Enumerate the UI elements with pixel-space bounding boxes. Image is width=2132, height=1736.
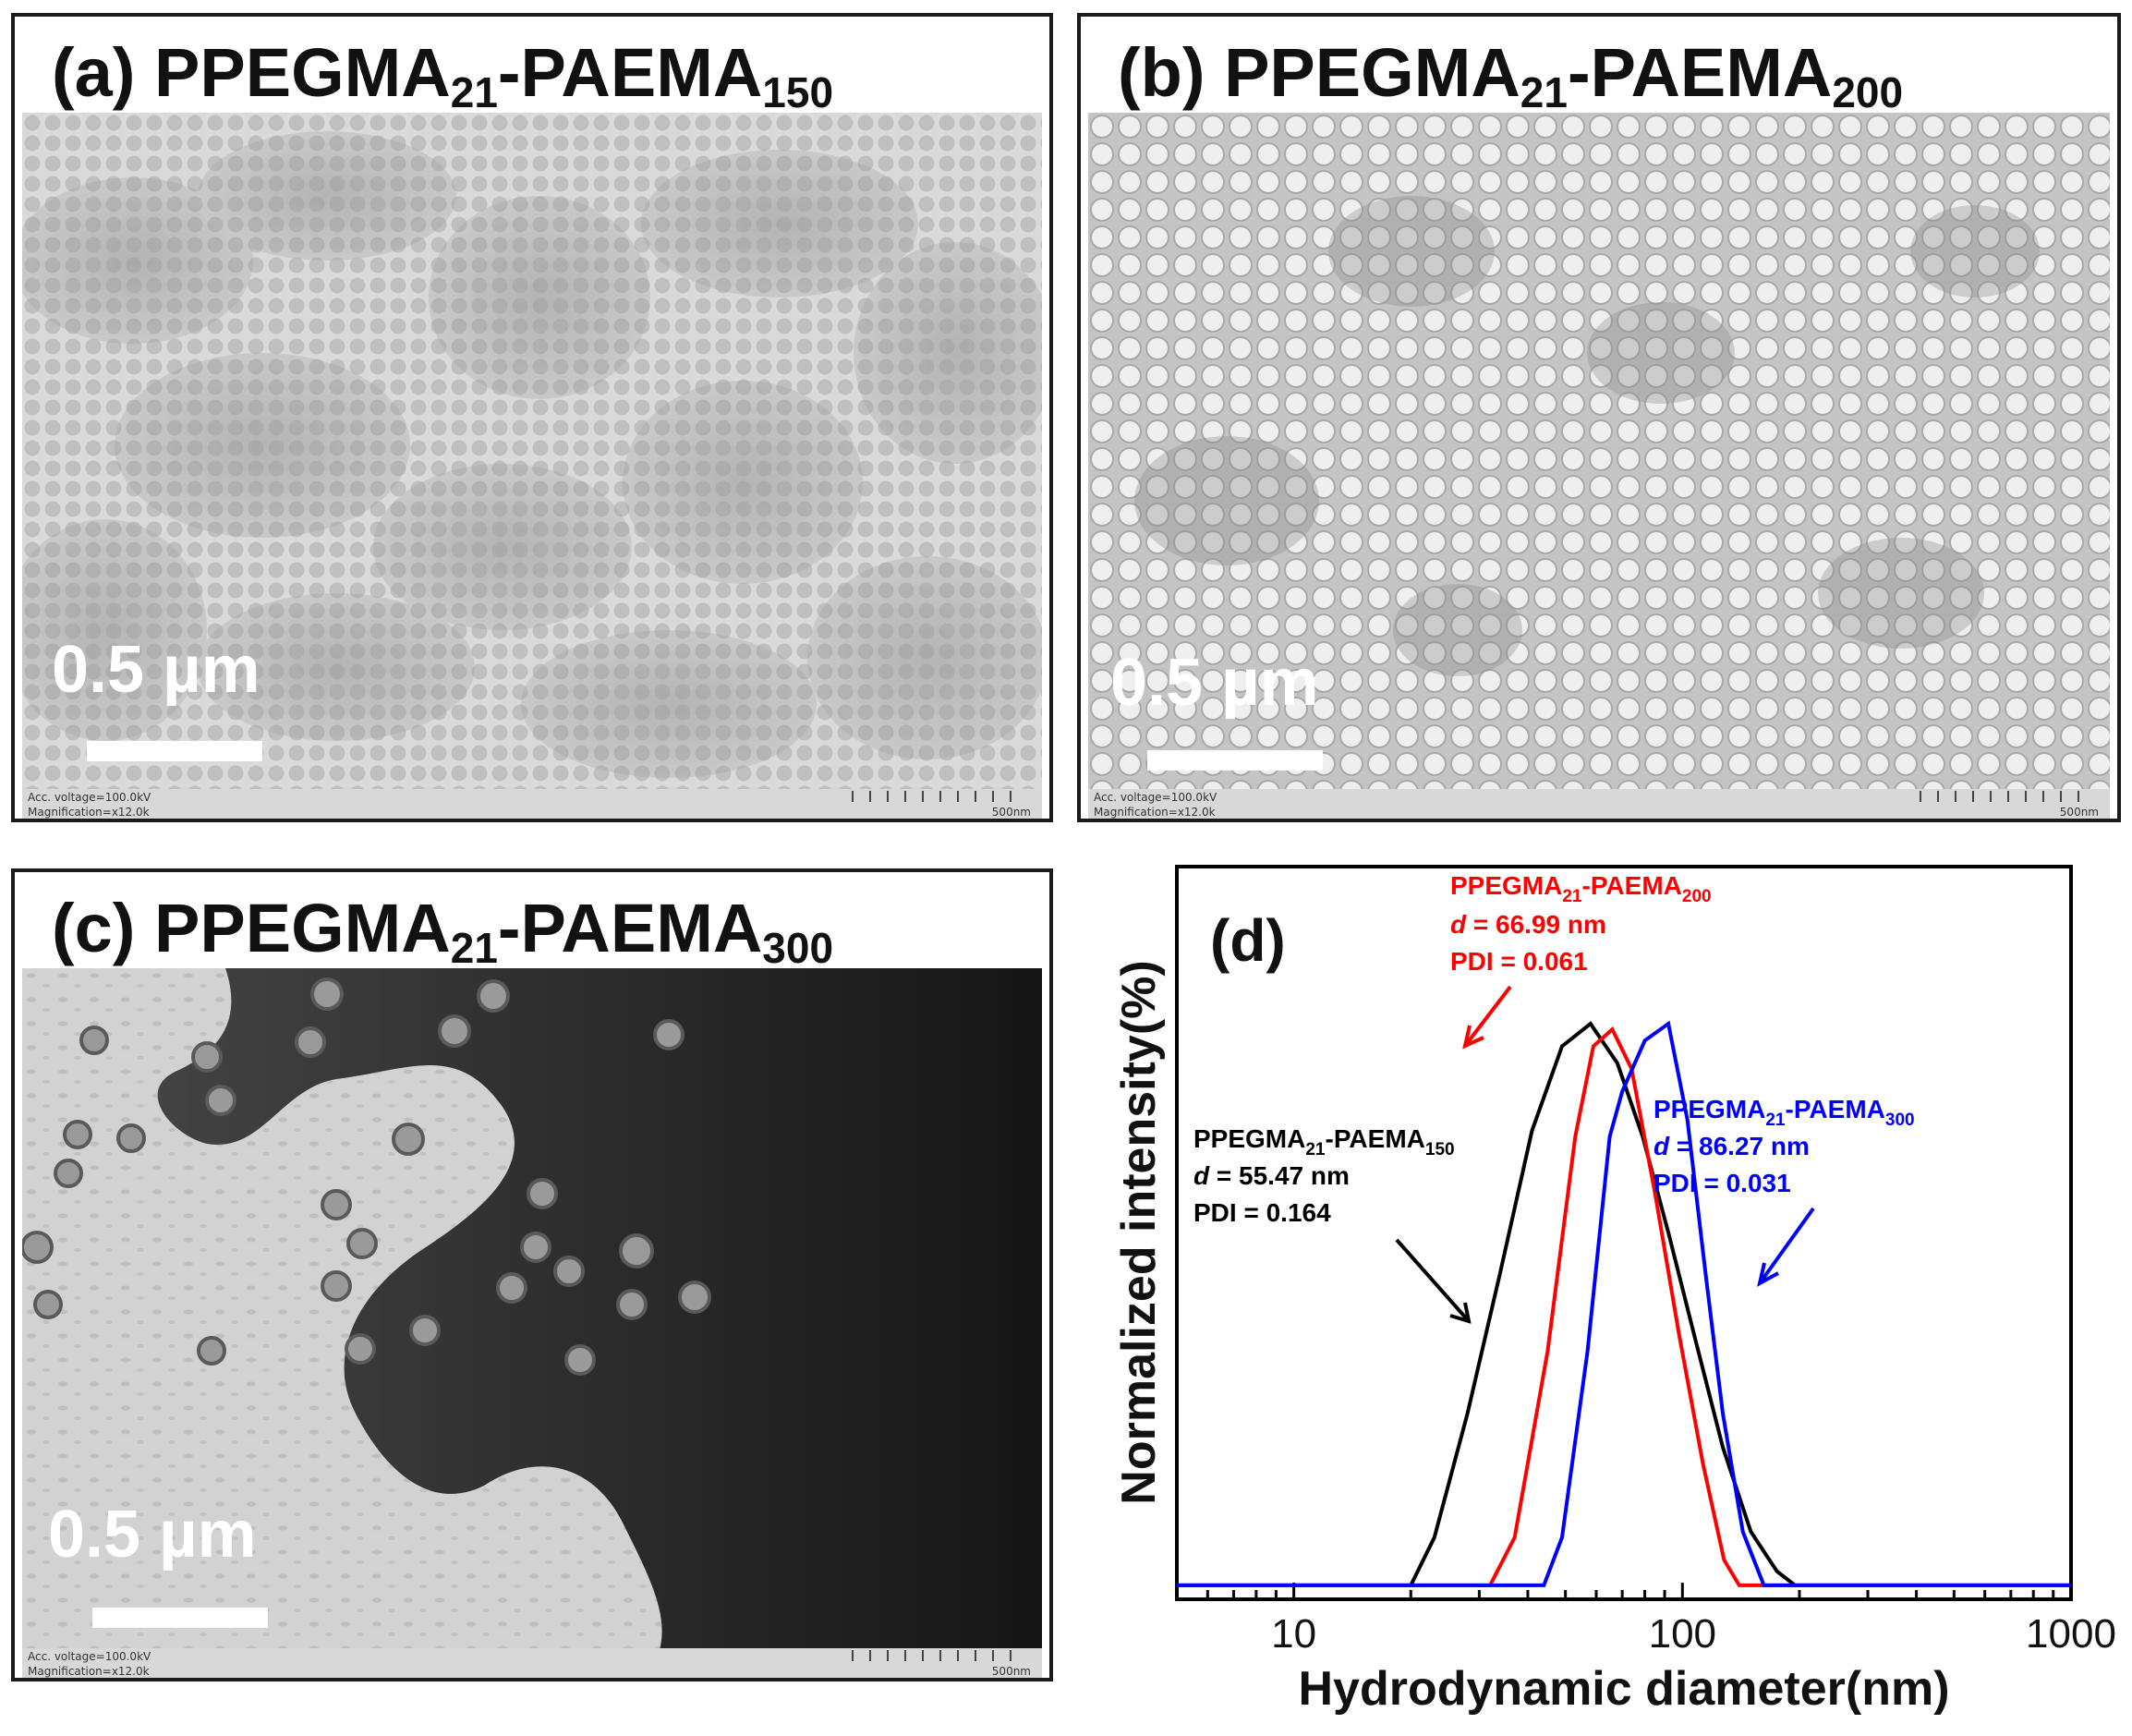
panel-d-chart: (d) 10 100 1000 Hydrodynamic diameter(nm) … — [1112, 865, 2116, 1716]
panel-c: (c) PPEGMA21-PAEMA300 0.5 µm Ac — [11, 868, 1053, 1681]
series-d-150: d = 55.47 nm — [1193, 1161, 1350, 1190]
info-strip-b: Acc. voltage=100.0kV Magnification=x12.0… — [1088, 789, 2110, 819]
panel-d-label: (d) — [1210, 907, 1286, 974]
panel-a-title: (a) PPEGMA21-PAEMA150 — [52, 34, 834, 116]
plot-frame — [1175, 865, 2073, 1601]
panel-b-title: (b) PPEGMA21-PAEMA200 — [1118, 34, 1904, 116]
x-tick-label: 1000 — [2026, 1611, 2116, 1657]
x-axis-label: Hydrodynamic diameter(nm) — [1298, 1662, 1949, 1716]
series-label-200: PPEGMA21-PAEMA200 — [1450, 871, 1712, 906]
series-line-200 — [1177, 1026, 2071, 1587]
series-label-150: PPEGMA21-PAEMA150 — [1193, 1124, 1455, 1159]
x-tick-label: 10 — [1271, 1611, 1316, 1657]
tem-image-a — [22, 113, 1042, 791]
series-line-300 — [1177, 1020, 2071, 1587]
scale-bar-b — [1147, 750, 1323, 771]
panel-c-title: (c) PPEGMA21-PAEMA300 — [52, 890, 834, 972]
series-pdi-150: PDI = 0.164 — [1193, 1198, 1331, 1227]
tem-image-c — [22, 968, 1042, 1650]
tem-image-b — [1088, 113, 2110, 791]
panel-b: (b) PPEGMA21-PAEMA200 0.5 µm Acc. voltag… — [1077, 13, 2121, 822]
scale-bar-a — [87, 741, 262, 761]
scale-bar-c — [92, 1608, 268, 1628]
series-d-200: d = 66.99 nm — [1450, 910, 1606, 939]
series-pdi-200: PDI = 0.061 — [1450, 947, 1588, 976]
series-line-150 — [1177, 1021, 2071, 1587]
arrow-300 — [1757, 1207, 1815, 1287]
x-axis-tick-labels: 10 100 1000 — [1271, 1611, 2116, 1657]
info-strip-c: Acc. voltage=100.0kV Magnification=x12.0… — [22, 1648, 1042, 1678]
x-tick-label: 100 — [1649, 1611, 1716, 1657]
panel-a: (a) PPEGMA21-PAEMA150 0.5 µm Acc. voltag… — [11, 13, 1053, 822]
y-axis-label: Normalized intensity(%) — [1112, 960, 1166, 1504]
series-pdi-300: PDI = 0.031 — [1654, 1169, 1791, 1197]
series-lines — [1177, 1020, 2071, 1587]
series-label-300: PPEGMA21-PAEMA300 — [1654, 1095, 1915, 1130]
scale-label-b: 0.5 µm — [1110, 646, 1319, 720]
scale-label-a: 0.5 µm — [52, 633, 260, 707]
arrow-200 — [1462, 985, 1512, 1050]
arrow-150 — [1395, 1238, 1472, 1324]
series-d-300: d = 86.27 nm — [1654, 1132, 1810, 1160]
info-strip-a: Acc. voltage=100.0kV Magnification=x12.0… — [22, 789, 1042, 819]
scale-label-c: 0.5 µm — [48, 1498, 257, 1572]
